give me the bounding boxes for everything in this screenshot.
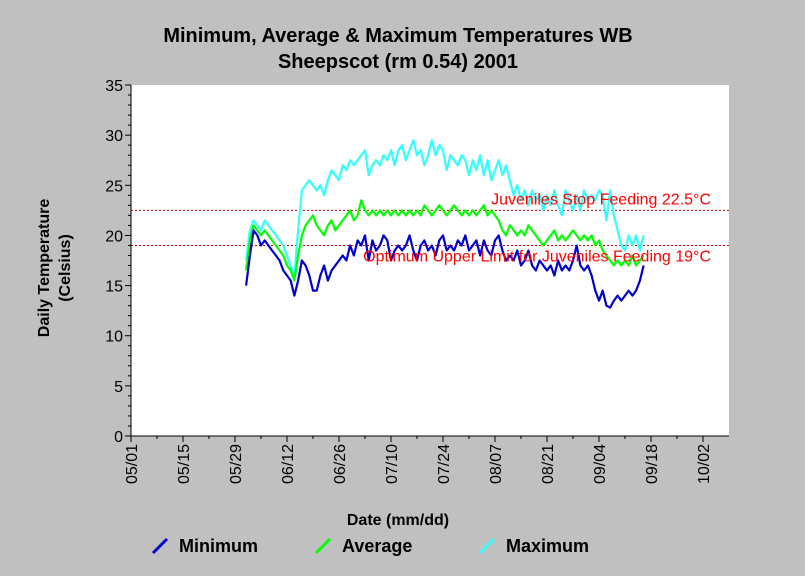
axes: 0 5 10 15 20 25 30 35 05/01 05/15 05/29 06/12 06/26 0…	[105, 78, 729, 484]
legend-item-maximum: Maximum	[478, 536, 589, 556]
y-tick-label: 0	[114, 429, 123, 446]
x-tick-label: 05/01	[124, 444, 141, 484]
x-tick-label: 10/02	[696, 444, 713, 484]
legend-swatch	[314, 537, 332, 555]
x-tick-label: 08/21	[540, 444, 557, 484]
legend-label: Average	[342, 536, 412, 556]
reference-label-0: Juveniles Stop Feeding 22.5°C	[491, 191, 711, 208]
x-tick-label: 09/04	[592, 444, 609, 484]
x-tick-label: 06/26	[332, 444, 349, 484]
y-tick-label: 15	[105, 279, 123, 296]
y-tick-label: 30	[105, 128, 123, 145]
series-line-average	[245, 199, 645, 282]
series-line-minimum	[245, 229, 645, 309]
legend-swatch	[151, 537, 169, 555]
x-tick-label: 06/12	[280, 444, 297, 484]
chart-title-line2: Sheepscot (rm 0.54) 2001	[278, 51, 518, 73]
legend-swatch	[478, 537, 496, 555]
y-tick-label: 35	[105, 78, 123, 95]
y-axis-title-line1: Daily Temperature	[36, 199, 53, 338]
x-tick-label: 07/24	[436, 444, 453, 484]
y-tick-label: 10	[105, 329, 123, 346]
legend: Minimum Average Maximum	[151, 536, 589, 556]
y-tick-label: 25	[105, 178, 123, 195]
series-line-maximum	[245, 139, 645, 277]
y-axis-title-line2: (Celsius)	[57, 234, 74, 302]
series-lines: Juveniles Stop Feeding 22.5°C Optimum Upp…	[245, 139, 711, 309]
y-tick-label: 5	[114, 379, 123, 396]
x-tick-label: 05/15	[176, 444, 193, 484]
legend-label: Maximum	[506, 536, 589, 556]
x-tick-label: 07/10	[384, 444, 401, 484]
x-axis-title: Date (mm/dd)	[347, 512, 449, 529]
x-tick-label: 08/07	[488, 444, 505, 484]
legend-item-average: Average	[314, 536, 412, 556]
x-tick-label: 09/18	[644, 444, 661, 484]
x-tick-label: 05/29	[228, 444, 245, 484]
legend-item-minimum: Minimum	[151, 536, 258, 556]
y-tick-label: 20	[105, 228, 123, 245]
chart-title-line1: Minimum, Average & Maximum Temperatures …	[163, 25, 632, 47]
reference-label-1: Optimum Upper Limit for Juveniles Feedin…	[363, 248, 711, 265]
legend-label: Minimum	[179, 536, 258, 556]
